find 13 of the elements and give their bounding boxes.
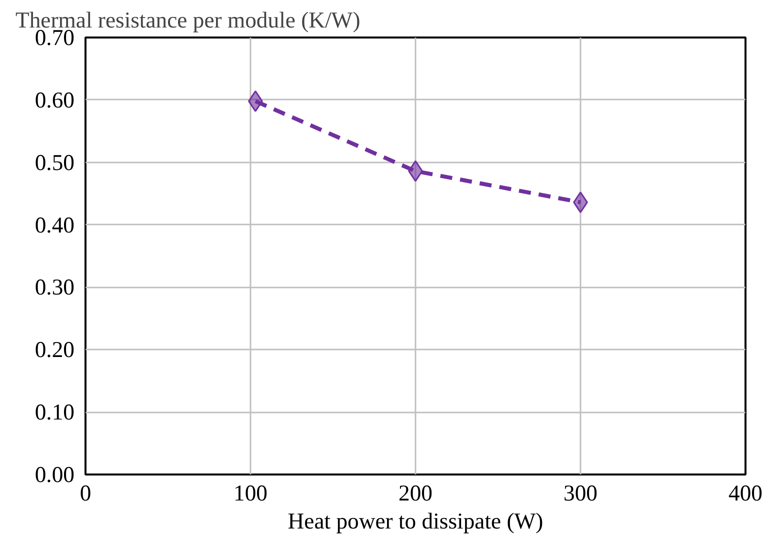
y-tick-label: 0.20 xyxy=(34,337,75,362)
x-axis-title: Heat power to dissipate (W) xyxy=(288,508,544,534)
x-tick-label: 200 xyxy=(398,480,432,506)
y-tick-label: 0.10 xyxy=(34,400,75,425)
x-tick-label: 0 xyxy=(80,480,92,506)
x-tick-label: 300 xyxy=(564,480,598,506)
y-tick-label: 0.30 xyxy=(34,274,75,300)
y-tick-label: 0.40 xyxy=(34,212,75,238)
y-tick-label: 0.50 xyxy=(34,150,75,175)
x-tick-label: 400 xyxy=(728,480,762,506)
x-tick-label: 100 xyxy=(234,480,268,506)
y-tick-label: 0.60 xyxy=(34,87,75,112)
y-tick-label: 0.00 xyxy=(34,462,75,487)
